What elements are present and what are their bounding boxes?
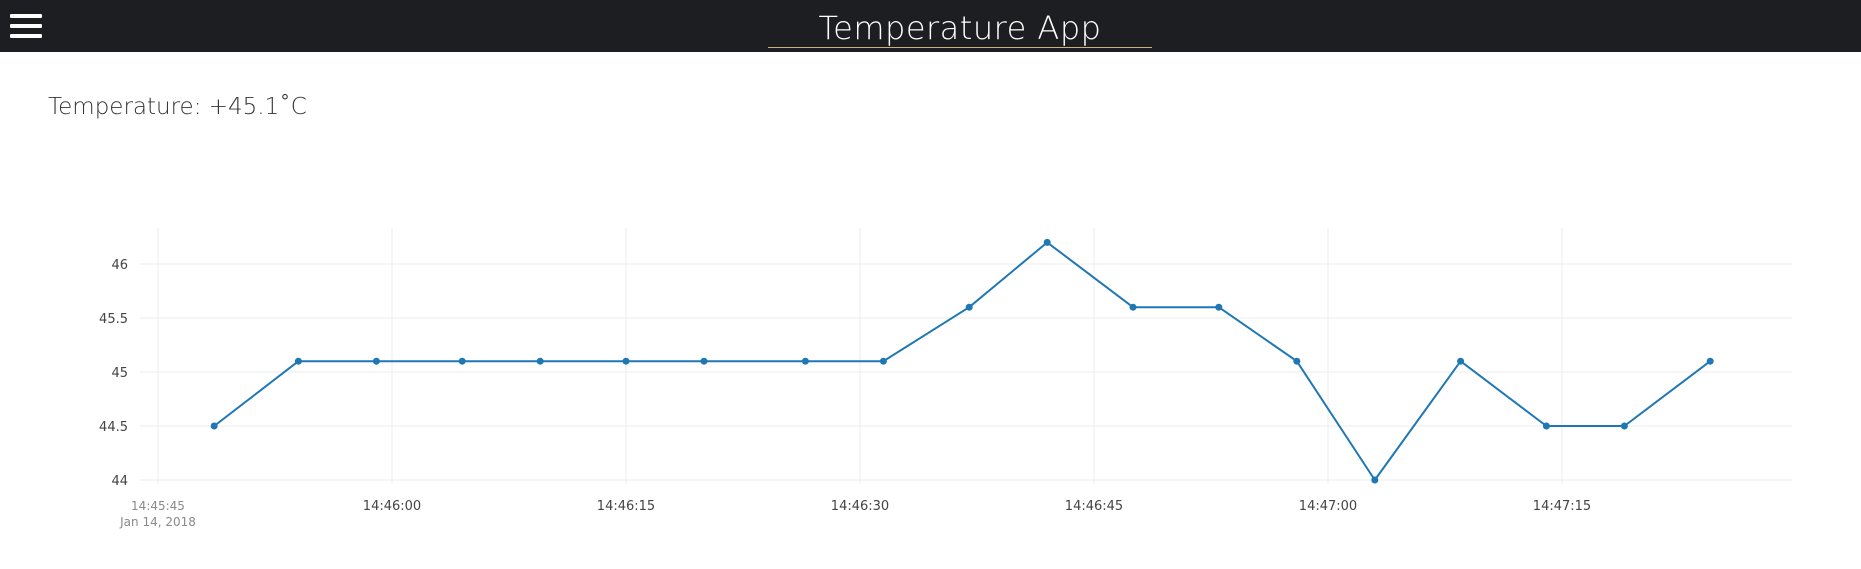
x-tick-label: 14:46:45 — [1065, 499, 1123, 514]
data-point — [1371, 476, 1379, 484]
data-point — [700, 357, 708, 365]
y-tick-label: 45 — [111, 366, 128, 381]
data-point — [294, 357, 302, 365]
data-point — [622, 357, 630, 365]
data-point — [1215, 303, 1223, 311]
data-point — [1620, 422, 1628, 430]
hamburger-menu-icon[interactable] — [10, 12, 44, 40]
data-point — [801, 357, 809, 365]
temperature-reading: Temperature: +45.1˚C — [48, 94, 307, 120]
x-tick-label: 14:46:30 — [831, 499, 889, 514]
x-tick-label: 14:45:45 — [131, 499, 185, 513]
data-point — [1293, 357, 1301, 365]
data-point — [965, 303, 973, 311]
x-tick-label: 14:47:00 — [1299, 499, 1357, 514]
data-point — [210, 422, 218, 430]
series-line — [213, 241, 1711, 481]
x-tick-date-label: Jan 14, 2018 — [119, 515, 196, 529]
top-bar: Temperature App — [0, 0, 1861, 52]
data-point — [1043, 238, 1051, 246]
x-tick-label: 14:46:00 — [363, 499, 421, 514]
x-tick-label: 14:47:15 — [1533, 499, 1591, 514]
y-tick-label: 44.5 — [99, 420, 128, 435]
y-tick-label: 44 — [111, 474, 128, 489]
y-tick-label: 46 — [111, 258, 128, 273]
x-tick-label: 14:46:15 — [597, 499, 655, 514]
data-point — [372, 357, 380, 365]
data-point — [1457, 357, 1465, 365]
data-point — [536, 357, 544, 365]
data-point — [1542, 422, 1550, 430]
data-point — [879, 357, 887, 365]
data-point — [1129, 303, 1137, 311]
app-title: Temperature App — [768, 8, 1152, 48]
y-tick-label: 45.5 — [99, 312, 128, 327]
data-point — [1706, 357, 1714, 365]
data-point — [458, 357, 466, 365]
